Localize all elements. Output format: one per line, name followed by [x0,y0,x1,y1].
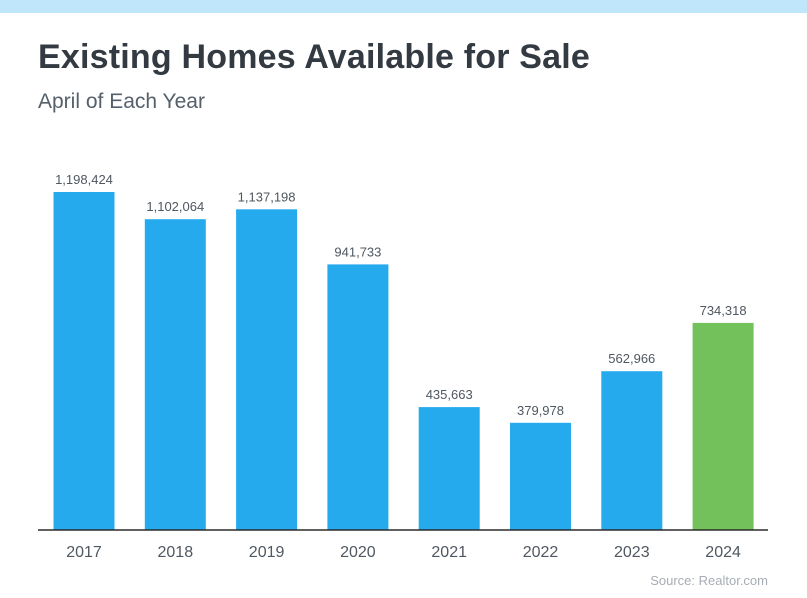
data-label-2017: 1,198,424 [55,172,113,187]
bar-2019 [236,209,298,531]
x-tick-label-2023: 2023 [614,544,650,561]
chart-subtitle: April of Each Year [38,90,205,113]
bar-2022 [510,422,571,530]
bar-2021 [418,407,480,530]
data-label-2022: 379,978 [517,403,564,418]
bar-2024 [692,322,754,530]
data-label-2023: 562,966 [608,351,655,366]
data-label-2018: 1,102,064 [146,199,204,214]
bar-2017 [53,192,115,530]
top-accent-bar [0,0,807,13]
x-tick-label-2024: 2024 [705,544,741,561]
data-label-2024: 734,318 [700,303,747,318]
x-tick-label-2021: 2021 [431,544,467,561]
data-label-2019: 1,137,198 [238,189,296,204]
chart-title: Existing Homes Available for Sale [38,38,591,76]
bar-2023 [601,371,663,530]
data-label-2020: 941,733 [334,244,381,259]
source-note: Source: Realtor.com [650,573,768,588]
x-tick-label-2022: 2022 [523,544,559,561]
bar-2020 [327,264,389,530]
bar-2018 [144,219,206,530]
data-label-2021: 435,663 [426,387,473,402]
x-tick-label-2020: 2020 [340,544,376,561]
x-tick-label-2017: 2017 [66,544,102,561]
x-tick-label-2019: 2019 [249,544,285,561]
x-tick-label-2018: 2018 [158,544,194,561]
